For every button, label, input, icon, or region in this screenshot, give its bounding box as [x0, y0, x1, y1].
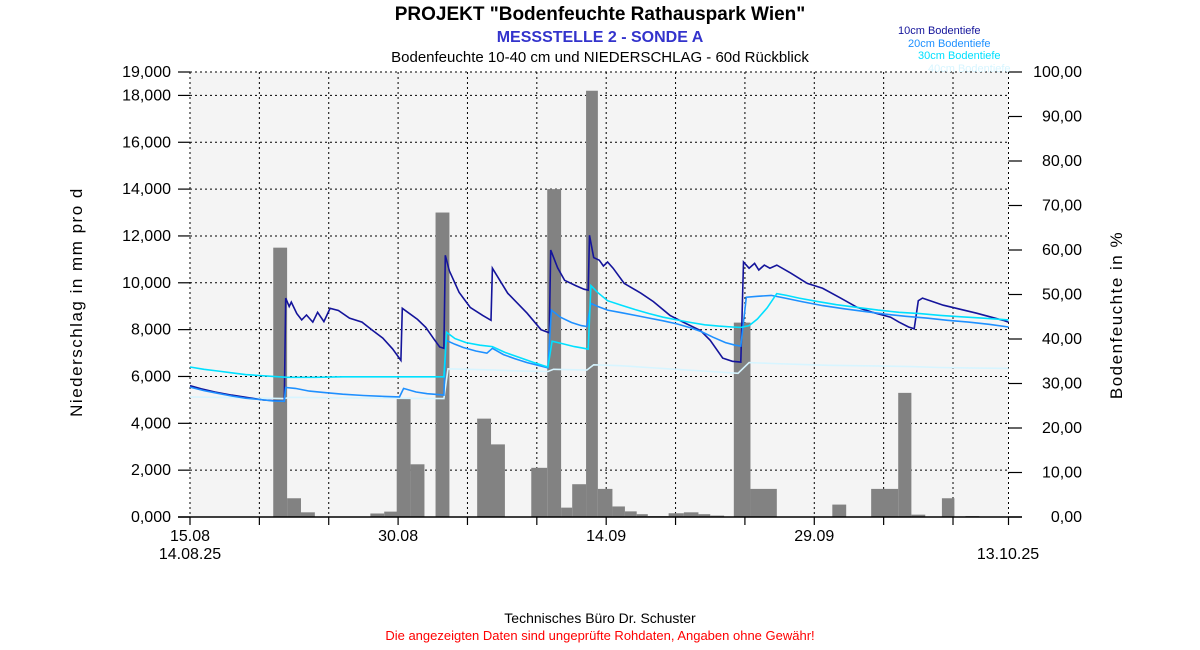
y-right-tick-label: 70,00: [1042, 198, 1082, 215]
precipitation-bar: [683, 512, 699, 517]
y-right-tick-label: 40,00: [1042, 331, 1082, 348]
y-right-tick-label: 0,00: [1051, 509, 1082, 526]
precipitation-bar: [612, 506, 625, 517]
precipitation-bar: [668, 513, 684, 517]
y-right-tick-label: 50,00: [1042, 287, 1082, 304]
y-left-tick-label: 19,000: [122, 64, 171, 81]
y-right-tick-label: 60,00: [1042, 242, 1082, 259]
y-left-tick-label: 12,000: [122, 228, 171, 245]
precipitation-bar: [273, 247, 288, 517]
y-left-tick-label: 18,000: [122, 87, 171, 104]
y-axis-title-left: Niederschlag in mm pro d: [67, 187, 86, 417]
y-axis-title-right: Bodenfeuchte in %: [1107, 230, 1126, 400]
legend-item-40cm-bodentiefe: 40cm Bodentiefe: [928, 62, 1011, 75]
series-line-20cm-bodentiefe: [189, 294, 1009, 403]
x-tick-label: 14.09: [586, 528, 626, 545]
page-title: PROJEKT "Bodenfeuchte Rathauspark Wien": [394, 4, 806, 25]
y-left-tick-label: 4,000: [131, 415, 171, 432]
x-tick-label: 29.09: [794, 528, 834, 545]
chart-subtitle: MESSSTELLE 2 - SONDE A: [496, 29, 704, 46]
precipitation-bar: [435, 212, 450, 518]
precipitation-bar: [733, 322, 751, 517]
precipitation-bar: [941, 498, 955, 517]
y-left-tick-label: 2,000: [131, 462, 171, 479]
chart-subtitle2: Bodenfeuchte 10-40 cm und NIEDERSCHLAG -…: [391, 49, 809, 66]
y-left-tick-label: 16,000: [122, 134, 171, 151]
precipitation-bar: [287, 498, 301, 517]
precipitation-bar: [300, 512, 315, 517]
y-right-tick-label: 30,00: [1042, 376, 1082, 393]
precipitation-bar: [489, 444, 505, 517]
precipitation-bar: [636, 514, 648, 517]
precipitation-bar: [871, 488, 899, 517]
precipitation-bar: [396, 397, 411, 517]
precipitation-bar: [832, 504, 847, 517]
y-left-tick-label: 6,000: [131, 368, 171, 385]
precipitation-bar: [561, 507, 573, 517]
legend-item-20cm-bodentiefe: 20cm Bodentiefe: [908, 37, 991, 50]
y-right-tick-label: 80,00: [1042, 153, 1082, 170]
legend: 10cm Bodentiefe 20cm Bodentiefe 30cm Boden…: [898, 25, 1118, 75]
x-tick-label: 30.08: [378, 528, 418, 545]
precipitation-bar: [898, 392, 912, 517]
x-axis-end-date: 13.10.25: [976, 546, 1040, 563]
legend-item-30cm-bodentiefe: 30cm Bodentiefe: [918, 50, 1001, 62]
legend-item-10cm-bodentiefe: 10cm Bodentiefe: [898, 25, 981, 37]
y-right-tick-label: 20,00: [1042, 420, 1082, 437]
precipitation-bar: [477, 418, 492, 517]
y-right-tick-label: 10,00: [1042, 465, 1082, 482]
precipitation-bar: [410, 464, 425, 517]
precipitation-bar: [624, 511, 637, 517]
precipitation-bar: [384, 511, 399, 517]
precipitation-bar: [370, 513, 385, 517]
precipitation-bar: [911, 514, 926, 517]
footer-company: Technisches Büro Dr. Schuster: [504, 610, 696, 626]
y-left-tick-label: 10,000: [122, 275, 171, 292]
footer-disclaimer: Die angezeigten Daten sind ungeprüfte Ro…: [385, 628, 815, 643]
y-right-tick-label: 90,00: [1042, 109, 1082, 126]
precipitation-bar: [572, 484, 587, 517]
precipitation-bar: [698, 514, 711, 517]
x-axis-start-date: 14.08.25: [158, 546, 222, 563]
precipitation-bar: [597, 488, 613, 517]
y-left-tick-label: 14,000: [122, 181, 171, 198]
y-right-tick-label: 100,00: [1033, 64, 1082, 81]
y-left-tick-label: 8,000: [131, 322, 171, 339]
series-line-40cm-bodentiefe: [189, 361, 1009, 400]
series-line-10cm-bodentiefe: [189, 235, 1009, 403]
precipitation-bar: [531, 467, 548, 517]
x-tick-label: 15.08: [170, 528, 210, 545]
precipitation-bar: [750, 488, 777, 517]
y-left-tick-label: 0,000: [131, 509, 171, 526]
series-line-30cm-bodentiefe: [189, 283, 1009, 379]
